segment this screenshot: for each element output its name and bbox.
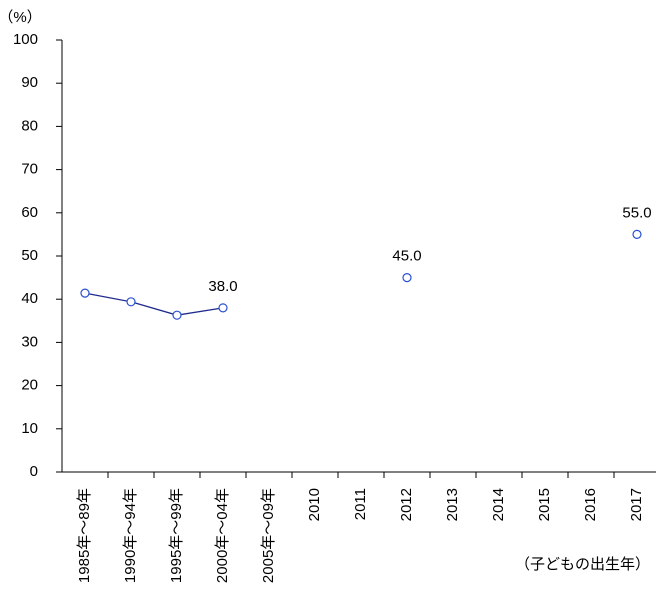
x-tick-label: 2012 — [398, 488, 415, 521]
x-axis-label: （子どもの出生年） — [515, 556, 650, 573]
y-tick-label: 50 — [21, 247, 38, 264]
data-label: 38.0 — [208, 278, 237, 295]
y-tick-label: 100 — [13, 31, 38, 48]
marker — [218, 303, 228, 313]
x-tick-label: 2017 — [628, 488, 645, 521]
x-tick-label: 2000年～04年 — [214, 488, 231, 583]
x-tick-label: 2013 — [444, 488, 461, 521]
y-tick-label: 70 — [21, 161, 38, 178]
marker — [80, 288, 90, 298]
marker — [126, 297, 136, 307]
x-tick-label: 2010 — [306, 488, 323, 521]
x-tick-label: 1990年～94年 — [122, 488, 139, 583]
x-tick-label: 2016 — [582, 488, 599, 521]
x-tick-label: 2005年～09年 — [260, 488, 277, 583]
x-tick-label: 2015 — [536, 488, 553, 521]
x-tick-label: 1985年～89年 — [76, 488, 93, 583]
marker — [632, 229, 642, 239]
y-tick-label: 40 — [21, 290, 38, 307]
y-tick-label: 90 — [21, 74, 38, 91]
x-tick-label: 1995年～99年 — [168, 488, 185, 583]
marker — [402, 273, 412, 283]
line — [85, 234, 637, 315]
x-tick-label: 2011 — [352, 488, 369, 520]
data-label: 55.0 — [622, 204, 651, 221]
y-tick-label: 0 — [30, 463, 38, 480]
y-tick-label: 20 — [21, 377, 38, 394]
y-tick-label: 60 — [21, 204, 38, 221]
data-label: 45.0 — [392, 248, 421, 265]
y-tick-label: 10 — [21, 420, 38, 437]
y-tick-label: 80 — [21, 117, 38, 134]
y-axis-label: （%） — [0, 9, 42, 26]
marker — [172, 310, 182, 320]
x-tick-label: 2014 — [490, 488, 507, 521]
y-tick-label: 30 — [21, 333, 38, 350]
